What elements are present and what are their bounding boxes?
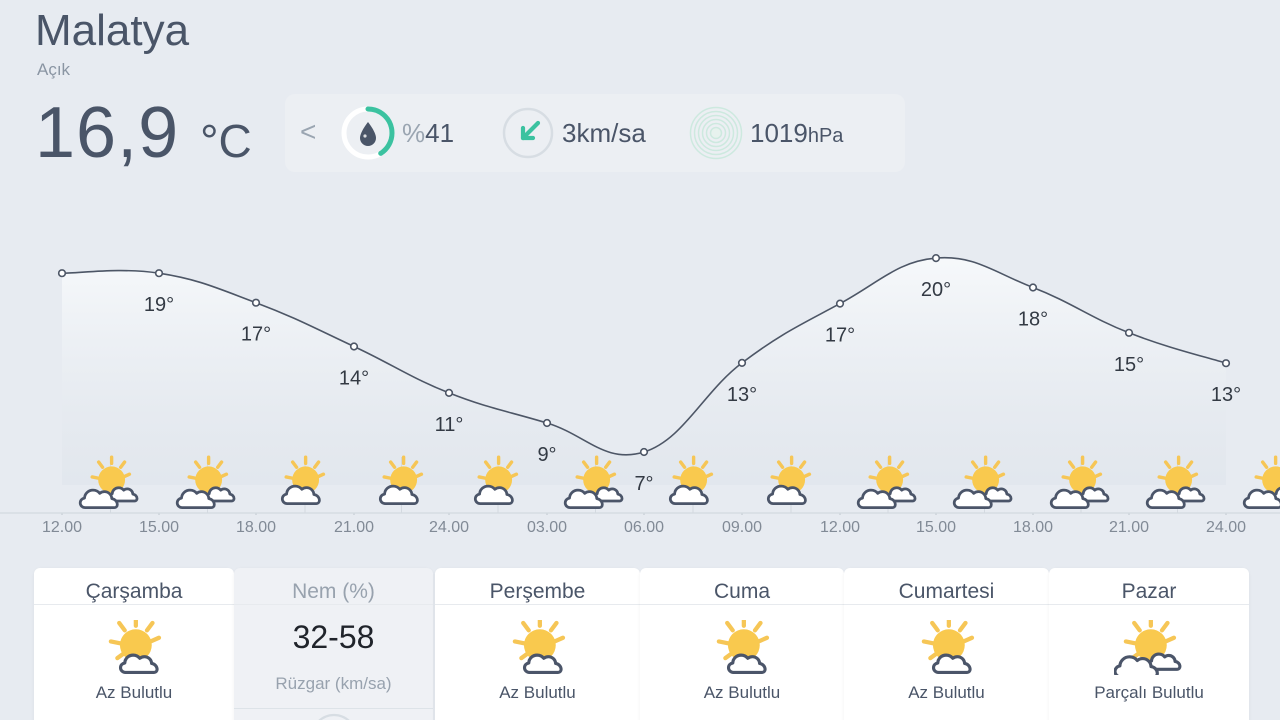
svg-text:17°: 17° — [825, 325, 855, 347]
svg-text:11°: 11° — [435, 414, 464, 436]
svg-text:17°: 17° — [241, 324, 271, 346]
svg-text:13°: 13° — [1211, 384, 1241, 406]
svg-text:14°: 14° — [339, 368, 369, 390]
svg-text:9°: 9° — [537, 444, 556, 466]
svg-text:15°: 15° — [1114, 354, 1144, 376]
svg-text:19°: 19° — [144, 294, 174, 316]
svg-text:13°: 13° — [727, 384, 757, 406]
svg-text:18°: 18° — [1018, 309, 1048, 331]
svg-text:7°: 7° — [634, 473, 653, 495]
svg-text:20°: 20° — [921, 279, 951, 301]
